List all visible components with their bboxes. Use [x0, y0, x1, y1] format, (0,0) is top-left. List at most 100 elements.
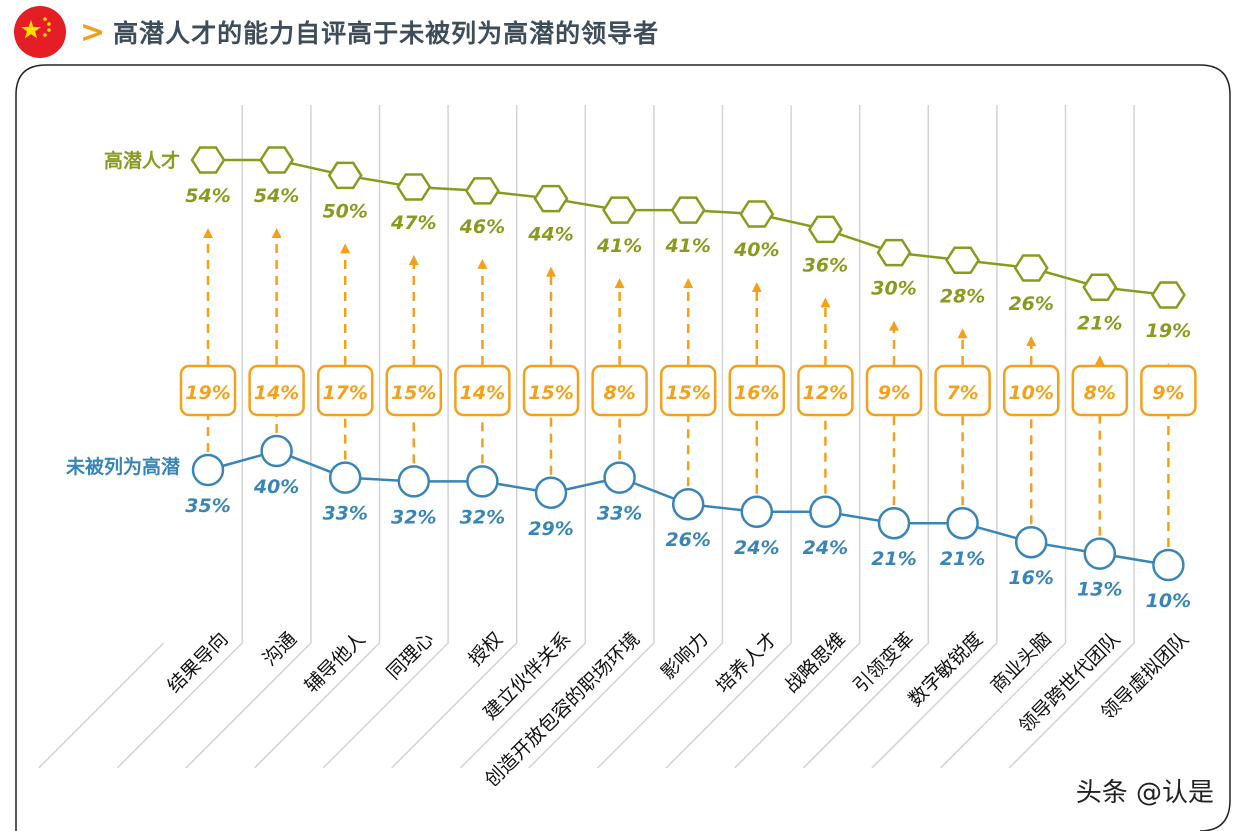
data-label: 21%	[1077, 312, 1122, 334]
data-label: 26%	[665, 529, 710, 551]
data-label: 40%	[733, 239, 779, 261]
data-label: 28%	[940, 285, 985, 307]
data-label: 32%	[391, 506, 436, 528]
gap-box	[454, 364, 511, 417]
arrow-head-icon	[271, 228, 282, 238]
arrow-head-icon	[477, 258, 488, 269]
data-label: 21%	[871, 548, 916, 570]
grid-separator	[734, 105, 861, 769]
series-name: 未被列为高潜	[65, 455, 181, 478]
circle-marker	[809, 495, 842, 529]
hexagon-marker	[396, 173, 432, 201]
circle-marker	[534, 476, 568, 510]
category-label: 影响力	[657, 628, 713, 684]
arrow-head-icon	[751, 281, 762, 292]
hexagon-marker	[259, 146, 295, 174]
data-label: 35%	[185, 495, 230, 517]
arrow-head-icon	[1094, 355, 1105, 366]
chevron-right-icon: >	[80, 14, 106, 50]
hexagon-marker	[602, 196, 638, 224]
arrow-head-icon	[614, 278, 625, 289]
hexagon-marker	[464, 177, 500, 205]
circle-marker	[328, 461, 362, 494]
hexagon-marker	[739, 200, 775, 228]
data-label: 29%	[528, 518, 573, 540]
gap-box	[1002, 364, 1060, 417]
gap-box	[385, 364, 443, 417]
gap-box	[934, 364, 991, 417]
data-label: 44%	[527, 224, 573, 246]
hexagon-marker	[1082, 273, 1118, 302]
data-label: 41%	[596, 235, 642, 257]
circle-marker	[603, 461, 636, 494]
circle-marker	[946, 506, 979, 540]
circle-marker	[877, 506, 911, 540]
hexagon-marker	[945, 246, 981, 275]
grid-separator	[596, 105, 724, 769]
category-label: 同理心	[382, 628, 438, 684]
gap-box	[797, 364, 854, 417]
gap-box	[591, 364, 648, 417]
watermark: 头条 @认是	[1075, 778, 1214, 808]
chart-frame	[15, 64, 1231, 831]
data-label: 24%	[734, 537, 779, 559]
china-flag-icon	[14, 6, 66, 58]
hexagon-marker	[1013, 254, 1049, 282]
gap-label: 14%	[254, 382, 299, 404]
data-label: 30%	[871, 278, 916, 300]
gap-label: 15%	[665, 382, 710, 404]
circle-marker	[260, 434, 293, 468]
data-label: 50%	[322, 200, 367, 222]
gap-label: 17%	[322, 382, 367, 404]
data-label: 40%	[253, 476, 299, 498]
circle-marker	[1152, 548, 1185, 582]
gap-label: 9%	[878, 382, 910, 404]
grid-separator	[38, 642, 165, 769]
circle-marker	[740, 495, 774, 529]
data-label: 33%	[597, 503, 642, 525]
data-label: 33%	[322, 503, 367, 525]
category-label: 数字敏锐度	[904, 628, 987, 711]
gap-label: 16%	[734, 382, 779, 404]
gap-label: 8%	[603, 382, 635, 404]
grid-separator	[802, 105, 930, 769]
data-label: 47%	[390, 212, 436, 234]
category-label: 授权	[464, 628, 506, 670]
circle-marker	[191, 453, 225, 487]
series-name: 高潜人才	[104, 149, 180, 172]
gap-box	[316, 364, 374, 417]
arrow-head-icon	[408, 254, 419, 265]
page-title: 高潜人才的能力自评高于未被列为高潜的领导者	[113, 19, 660, 48]
grid-separator	[1008, 105, 1135, 769]
grid-separator	[871, 105, 998, 769]
arrow-head-icon	[889, 320, 899, 331]
category-label: 沟通	[259, 628, 301, 670]
circle-marker	[466, 465, 499, 498]
circle-marker	[671, 487, 705, 521]
circle-marker	[397, 465, 431, 498]
gap-label: 19%	[185, 382, 230, 404]
gap-box	[865, 364, 923, 417]
hexagon-marker	[670, 196, 706, 224]
grid-separator	[253, 105, 381, 769]
gap-label: 14%	[460, 382, 505, 404]
arrow-head-icon	[340, 243, 351, 254]
data-label: 32%	[460, 506, 505, 528]
gap-box	[659, 364, 717, 417]
grid-separator	[939, 105, 1067, 769]
data-label: 10%	[1146, 590, 1191, 612]
hexagon-marker	[876, 238, 912, 267]
data-label: 16%	[1008, 567, 1053, 589]
data-label: 24%	[803, 537, 848, 559]
data-label: 54%	[185, 185, 230, 207]
circle-marker	[1083, 537, 1117, 570]
grid-separator	[185, 105, 312, 769]
gap-label: 15%	[528, 382, 573, 404]
data-label: 19%	[1146, 320, 1191, 342]
grid-separator	[322, 105, 449, 769]
grid-separator	[391, 105, 518, 769]
arrow-head-icon	[820, 297, 831, 308]
arrow-head-icon	[683, 278, 694, 289]
arrow-head-icon	[1026, 335, 1037, 346]
gap-box	[522, 364, 580, 417]
